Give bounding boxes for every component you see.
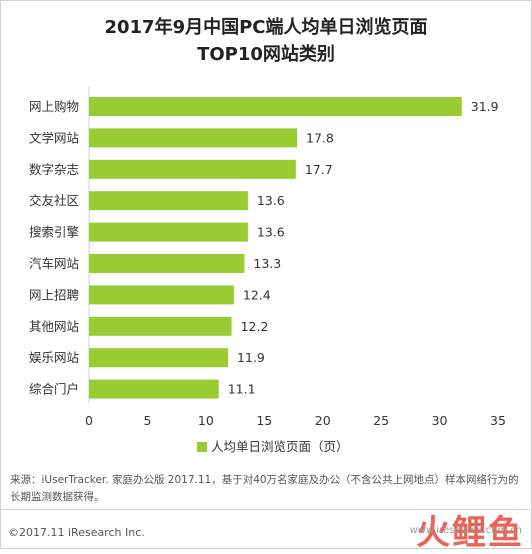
data-label: 13.6 — [257, 193, 285, 208]
data-label: 12.2 — [241, 319, 269, 334]
bar — [89, 191, 248, 211]
category-label: 网上购物 — [29, 99, 79, 114]
title-line-1: 2017年9月中国PC端人均单日浏览页面 — [104, 17, 428, 38]
category-label: 娱乐网站 — [29, 350, 79, 365]
data-label: 11.1 — [228, 382, 256, 397]
legend-swatch — [197, 442, 207, 452]
watermark-logo: 火鲤鱼 www.iresearch.com.cn — [354, 505, 524, 553]
bar — [89, 285, 234, 305]
bar — [89, 316, 232, 336]
title-line-2: TOP10网站类别 — [197, 44, 335, 65]
data-label: 13.3 — [253, 256, 281, 271]
data-label: 31.9 — [471, 99, 499, 114]
data-label: 11.9 — [237, 350, 265, 365]
x-tick-label: 25 — [373, 413, 389, 428]
bar-chart: 网上购物 31.9 文学网站 17.8 数字杂志 17.7 交友社区 13.6 搜索引擎 13.6… — [29, 86, 506, 454]
category-label: 数字杂志 — [29, 162, 79, 177]
footer-divider — [0, 509, 532, 510]
bar — [89, 254, 245, 273]
category-label: 交友社区 — [29, 193, 79, 208]
category-label: 其他网站 — [29, 319, 79, 334]
watermark-glyphs: 火鲤鱼 — [416, 513, 524, 553]
legend-label: 人均单日浏览页面（页） — [211, 439, 349, 454]
category-label: 文学网站 — [29, 130, 79, 145]
bar — [89, 379, 219, 399]
x-tick-label: 15 — [256, 413, 272, 428]
data-label: 13.6 — [257, 225, 285, 240]
bar — [89, 348, 229, 368]
category-label: 综合门户 — [29, 382, 79, 397]
category-label: 汽车网站 — [29, 256, 79, 271]
bar — [89, 159, 296, 179]
category-label: 网上招聘 — [29, 287, 79, 302]
x-tick-label: 30 — [432, 413, 448, 428]
x-tick-label: 35 — [490, 413, 506, 428]
data-label: 17.7 — [305, 162, 333, 177]
x-tick-label: 20 — [315, 413, 331, 428]
x-tick-label: 5 — [143, 413, 151, 428]
data-label: 17.8 — [306, 130, 334, 145]
x-tick-label: 10 — [198, 413, 214, 428]
copyright-text: ©2017.11 iResearch Inc. — [8, 526, 145, 539]
chart-title: 2017年9月中国PC端人均单日浏览页面 TOP10网站类别 — [0, 14, 532, 68]
source-note: 来源：iUserTracker. 家庭办公版 2017.11，基于对40万名家庭… — [10, 474, 519, 503]
bar — [89, 128, 298, 148]
bar — [89, 97, 462, 116]
bar — [89, 222, 248, 242]
watermark-url: www.iresearch.com.cn — [409, 525, 522, 536]
data-label: 12.4 — [243, 287, 271, 302]
x-tick-label: 0 — [85, 413, 93, 428]
category-label: 搜索引擎 — [29, 225, 79, 240]
